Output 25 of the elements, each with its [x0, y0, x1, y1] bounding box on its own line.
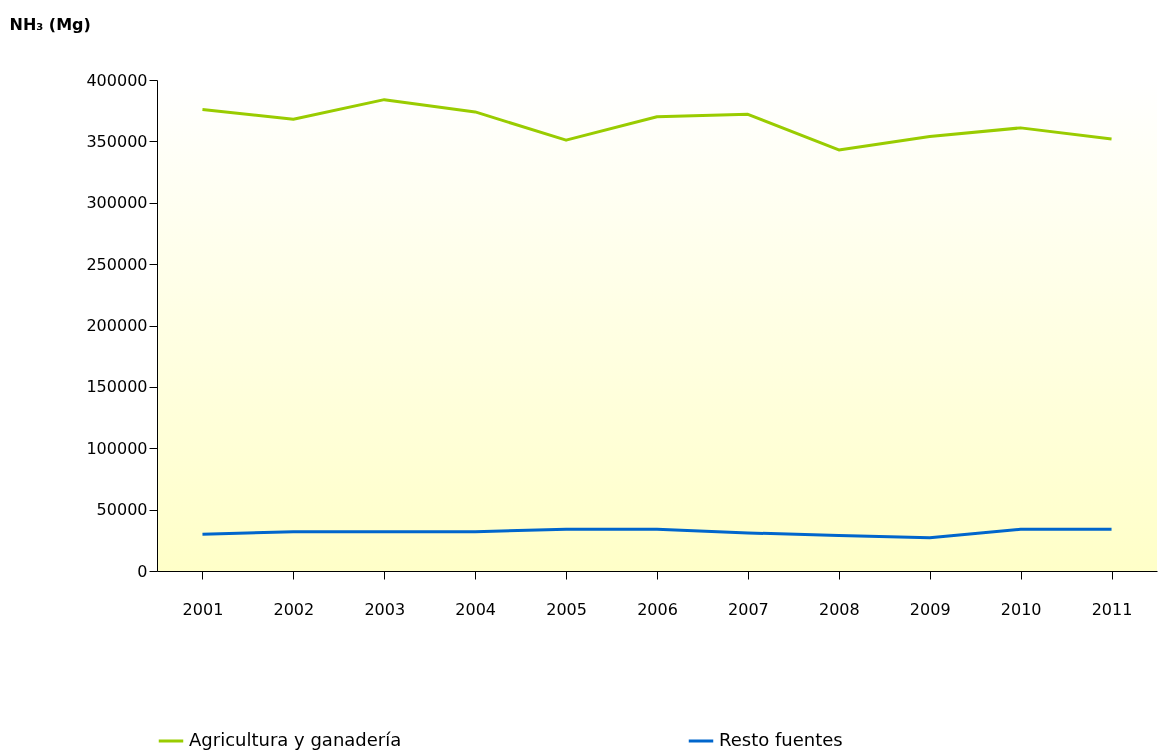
- x-tick-label: 2006: [637, 599, 678, 619]
- x-tick-label: 2007: [728, 599, 769, 619]
- line-series: [200, 98, 1114, 152]
- y-tick-label: 50000: [96, 500, 148, 520]
- line-series: [200, 527, 1114, 540]
- y-tick-label: 400000: [86, 70, 148, 90]
- y-tick-label: 0: [137, 561, 148, 581]
- x-tick-label: 2001: [182, 599, 224, 619]
- x-tick-label: 2009: [909, 599, 951, 619]
- x-tick-label: 2005: [546, 599, 587, 619]
- y-tick-label: 200000: [86, 316, 148, 335]
- x-tick-label: 2010: [1000, 599, 1042, 619]
- legend-label: Resto fuentes: [719, 729, 843, 750]
- x-tick-label: 2008: [818, 599, 860, 619]
- x-tick-label: 2003: [364, 599, 406, 619]
- x-tick-label: 2002: [273, 599, 315, 619]
- legend-label: Agricultura y ganadería: [189, 729, 402, 750]
- y-tick-label: 350000: [86, 131, 148, 151]
- y-tick-label: 150000: [86, 377, 148, 397]
- y-tick-label: 250000: [86, 254, 148, 274]
- y-axis-title: NH₃ (Mg): [9, 14, 91, 34]
- x-tick-label: 2004: [455, 599, 497, 619]
- x-tick-label: 2011: [1091, 599, 1133, 619]
- y-tick-label: 100000: [86, 438, 148, 458]
- y-tick-label: 300000: [86, 193, 148, 213]
